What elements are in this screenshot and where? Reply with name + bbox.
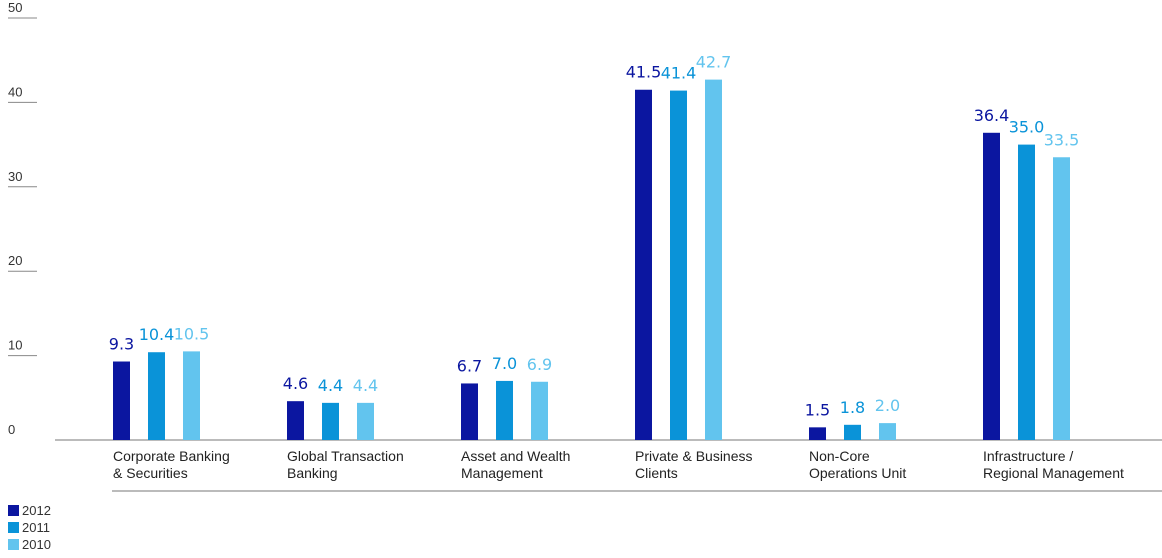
legend-swatch	[8, 539, 19, 550]
bar-2012	[287, 401, 304, 440]
bar-2012	[461, 383, 478, 440]
y-tick-label: 30	[8, 169, 22, 184]
data-label: 42.7	[696, 53, 732, 72]
legend-label: 2012	[22, 503, 51, 518]
data-label: 4.4	[353, 376, 378, 395]
data-label: 10.4	[139, 325, 175, 344]
legend: 2012 2011 2010	[8, 502, 51, 553]
data-label: 33.5	[1044, 130, 1080, 149]
x-tick-label: Regional Management	[983, 465, 1124, 481]
x-tick-label: & Securities	[113, 465, 188, 481]
bar-2012	[809, 427, 826, 440]
bar-2010	[705, 79, 722, 440]
legend-swatch	[8, 522, 19, 533]
x-tick-label: Global Transaction	[287, 448, 404, 464]
legend-item: 2011	[8, 519, 51, 536]
data-label: 6.7	[457, 356, 482, 375]
legend-label: 2011	[22, 520, 50, 535]
category-labels: Corporate Banking& Securities Global Tran…	[113, 448, 1124, 481]
data-label: 35.0	[1009, 118, 1045, 137]
y-tick-label: 40	[8, 84, 22, 99]
bar-2011	[670, 90, 687, 441]
x-tick-label: Clients	[635, 465, 678, 481]
bar-2010	[1053, 157, 1070, 440]
bar-2010	[531, 381, 548, 440]
x-tick-label: Operations Unit	[809, 465, 906, 481]
data-label: 7.0	[492, 354, 517, 373]
data-label: 36.4	[974, 106, 1010, 125]
x-tick-label: Non-Core	[809, 448, 870, 464]
data-label: 10.5	[174, 324, 210, 343]
bar-2012	[113, 361, 130, 440]
x-tick-label: Infrastructure /	[983, 448, 1073, 464]
data-label: 41.4	[661, 64, 697, 83]
x-tick-label: Corporate Banking	[113, 448, 230, 464]
y-tick-label: 10	[8, 338, 22, 353]
legend-swatch	[8, 505, 19, 516]
data-label: 6.9	[527, 355, 552, 374]
bar-2011	[148, 352, 165, 440]
data-label: 4.6	[283, 374, 308, 393]
bar-2010	[879, 423, 896, 440]
data-label: 1.5	[805, 400, 830, 419]
bar-chart: 0 10 20 30 40 50 9.3 4.6 6.7 41.5 1.5 36.4 10.4 4.4 7…	[8, 0, 1162, 492]
data-label: 41.5	[626, 63, 662, 82]
data-label: 9.3	[109, 335, 134, 354]
legend-item: 2012	[8, 502, 51, 519]
y-tick-label: 50	[8, 0, 22, 15]
legend-item: 2010	[8, 536, 51, 553]
x-tick-label: Private & Business	[635, 448, 753, 464]
y-tick-label: 20	[8, 253, 22, 268]
x-tick-label: Management	[461, 465, 543, 481]
bar-2011	[844, 424, 861, 440]
bar-2011	[1018, 144, 1035, 440]
x-tick-label: Asset and Wealth	[461, 448, 570, 464]
data-label: 2.0	[875, 396, 900, 415]
x-tick-label: Banking	[287, 465, 338, 481]
bar-2010	[357, 402, 374, 440]
bars	[113, 79, 1070, 441]
legend-label: 2010	[22, 537, 51, 552]
bar-2011	[496, 380, 513, 440]
y-tick-label: 0	[8, 422, 15, 437]
bar-2012	[635, 89, 652, 441]
data-label: 1.8	[840, 398, 865, 417]
bar-2011	[322, 402, 339, 440]
value-labels: 9.3 4.6 6.7 41.5 1.5 36.4 10.4 4.4 7.0 41.4 1.8 35.…	[109, 53, 1080, 420]
data-label: 4.4	[318, 376, 343, 395]
y-axis: 0 10 20 30 40 50	[8, 0, 37, 437]
bar-2010	[183, 351, 200, 440]
bar-2012	[983, 132, 1000, 440]
